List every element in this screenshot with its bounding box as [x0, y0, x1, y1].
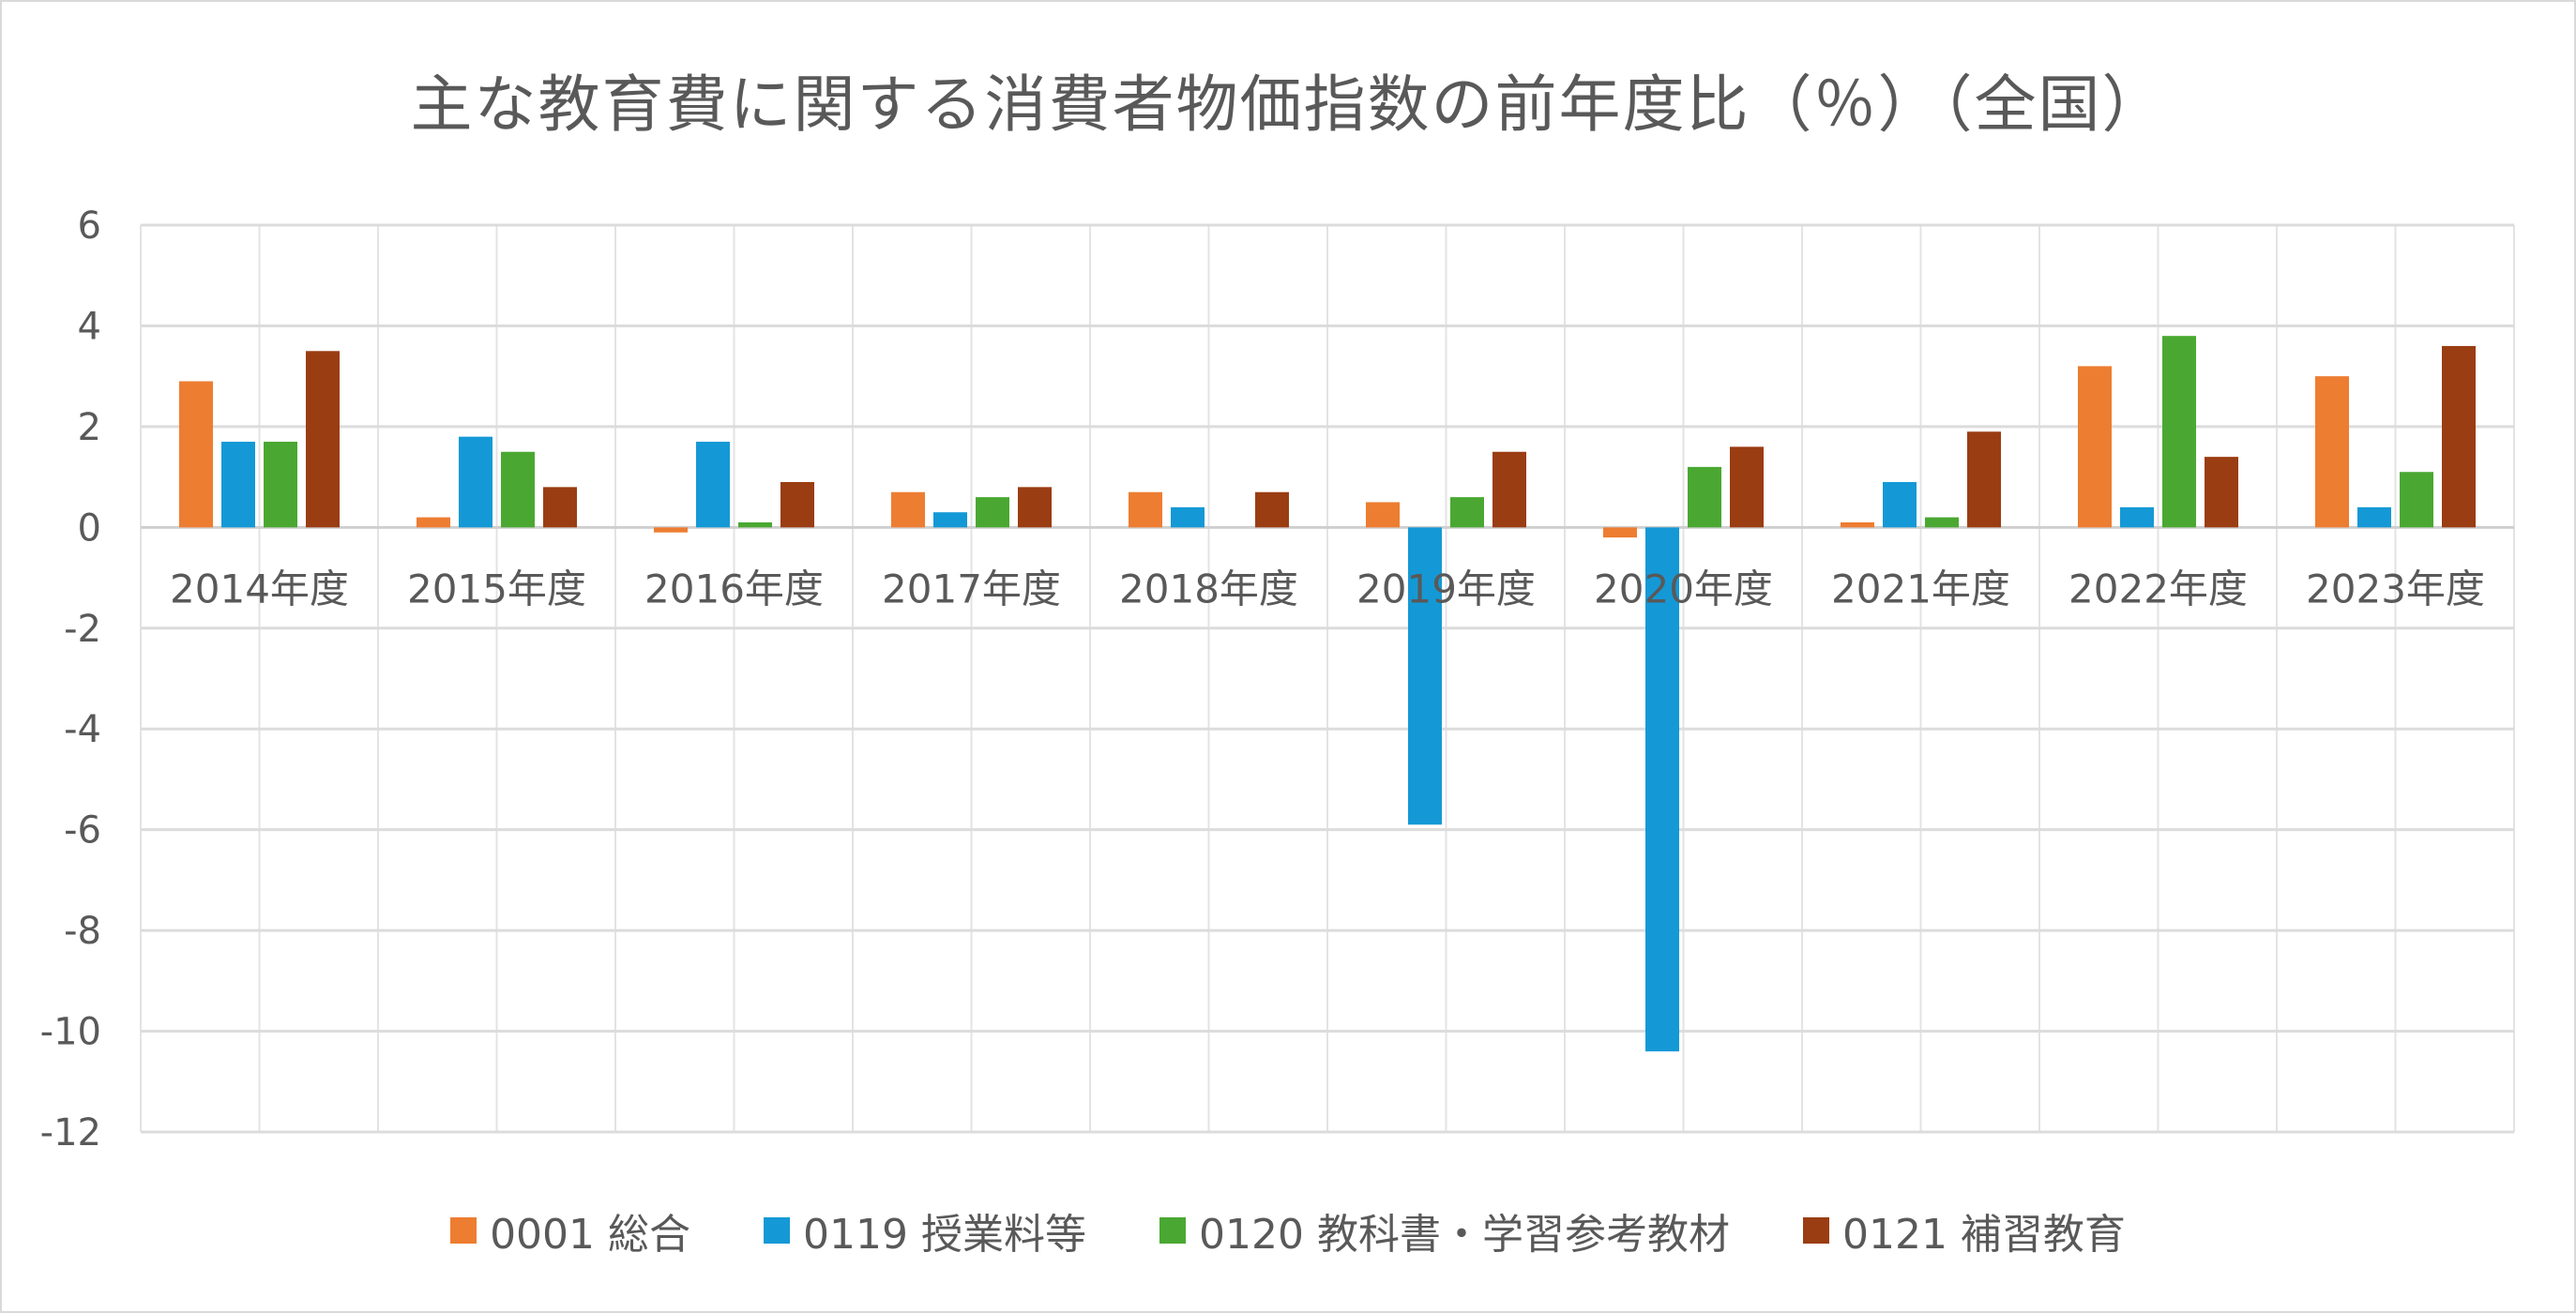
category-label: 2017年度 — [882, 566, 1061, 611]
category-label: 2018年度 — [1119, 566, 1298, 611]
bar — [1967, 431, 2001, 528]
bar — [891, 491, 925, 528]
bar — [2120, 506, 2154, 528]
category-label: 2021年度 — [1831, 566, 2010, 611]
bar — [179, 381, 213, 528]
bar — [417, 517, 450, 528]
category-label: 2016年度 — [644, 566, 824, 611]
gridlines — [140, 223, 2515, 1134]
y-tick-labels: 6 4 2 0 -2 -4 -6 -8 -10 -12 — [40, 204, 101, 1155]
y-tick-label: 4 — [78, 305, 101, 348]
y-tick-label: -4 — [64, 708, 101, 751]
category-label: 2020年度 — [1594, 566, 1773, 611]
bar — [2205, 457, 2238, 528]
y-tick-label: 0 — [78, 506, 101, 550]
bar — [221, 442, 255, 528]
category-label: 2015年度 — [407, 566, 586, 611]
bar — [1925, 517, 1959, 528]
category-label: 2022年度 — [2068, 566, 2248, 611]
y-tick-label: -8 — [64, 910, 101, 953]
bar — [2357, 506, 2391, 528]
bar — [2442, 345, 2476, 528]
category-label: 2019年度 — [1356, 566, 1536, 611]
bar — [2078, 366, 2112, 528]
bar — [1018, 487, 1052, 528]
bar — [738, 521, 772, 528]
bar — [459, 436, 492, 528]
bar — [1129, 491, 1162, 528]
bar — [1255, 491, 1289, 528]
bar — [306, 351, 340, 528]
bars — [179, 336, 2476, 1052]
y-tick-label: -10 — [40, 1011, 101, 1054]
y-tick-label: 6 — [78, 204, 101, 248]
category-labels: 2014年度 2015年度 2016年度 2017年度 2018年度 2019年度 2020… — [170, 566, 2485, 611]
bar — [1366, 502, 1400, 528]
bar — [933, 512, 967, 528]
y-tick-label: -12 — [40, 1111, 101, 1155]
bar — [1841, 521, 1874, 528]
legend-item: 0119 授業料等 — [764, 1200, 1086, 1260]
category-label: 2014年度 — [170, 566, 349, 611]
category-label: 2023年度 — [2306, 566, 2485, 611]
bar — [780, 481, 814, 528]
bar — [2400, 472, 2433, 528]
legend-swatch — [1802, 1217, 1829, 1244]
legend-swatch — [1159, 1217, 1186, 1244]
bar — [1493, 451, 1526, 528]
bar — [501, 451, 535, 528]
legend: 0001 総合 0119 授業料等 0120 教科書・学習参考教材 0121 補習教育 — [0, 1200, 2576, 1260]
bar — [1450, 497, 1484, 528]
legend-item: 0120 教科書・学習参考教材 — [1159, 1200, 1730, 1260]
bar — [2315, 376, 2349, 528]
legend-item: 0001 総合 — [450, 1200, 690, 1260]
bar — [1645, 527, 1679, 1052]
bar — [696, 442, 730, 528]
y-tick-label: -6 — [64, 809, 101, 853]
legend-label: 0119 授業料等 — [803, 1211, 1086, 1259]
bar — [1603, 527, 1637, 538]
bar — [654, 527, 688, 533]
y-tick-label: 2 — [78, 406, 101, 449]
legend-swatch — [764, 1217, 791, 1244]
bar — [976, 497, 1009, 528]
chart-title: 主な教育費に関する消費者物価指数の前年度比（％）（全国） — [410, 68, 2166, 141]
bar — [1408, 527, 1442, 825]
legend-label: 0120 教科書・学習参考教材 — [1199, 1211, 1730, 1259]
bar — [1688, 466, 1721, 528]
bar — [543, 487, 577, 528]
bar — [1171, 506, 1205, 528]
legend-label: 0121 補習教育 — [1841, 1211, 2126, 1259]
bar — [1730, 446, 1764, 528]
legend-label: 0001 総合 — [490, 1211, 691, 1259]
bar — [2162, 336, 2196, 528]
legend-swatch — [450, 1217, 477, 1244]
bar — [1883, 481, 1917, 528]
bar — [264, 442, 297, 528]
legend-item: 0121 補習教育 — [1802, 1200, 2126, 1260]
y-tick-label: -2 — [64, 608, 101, 651]
